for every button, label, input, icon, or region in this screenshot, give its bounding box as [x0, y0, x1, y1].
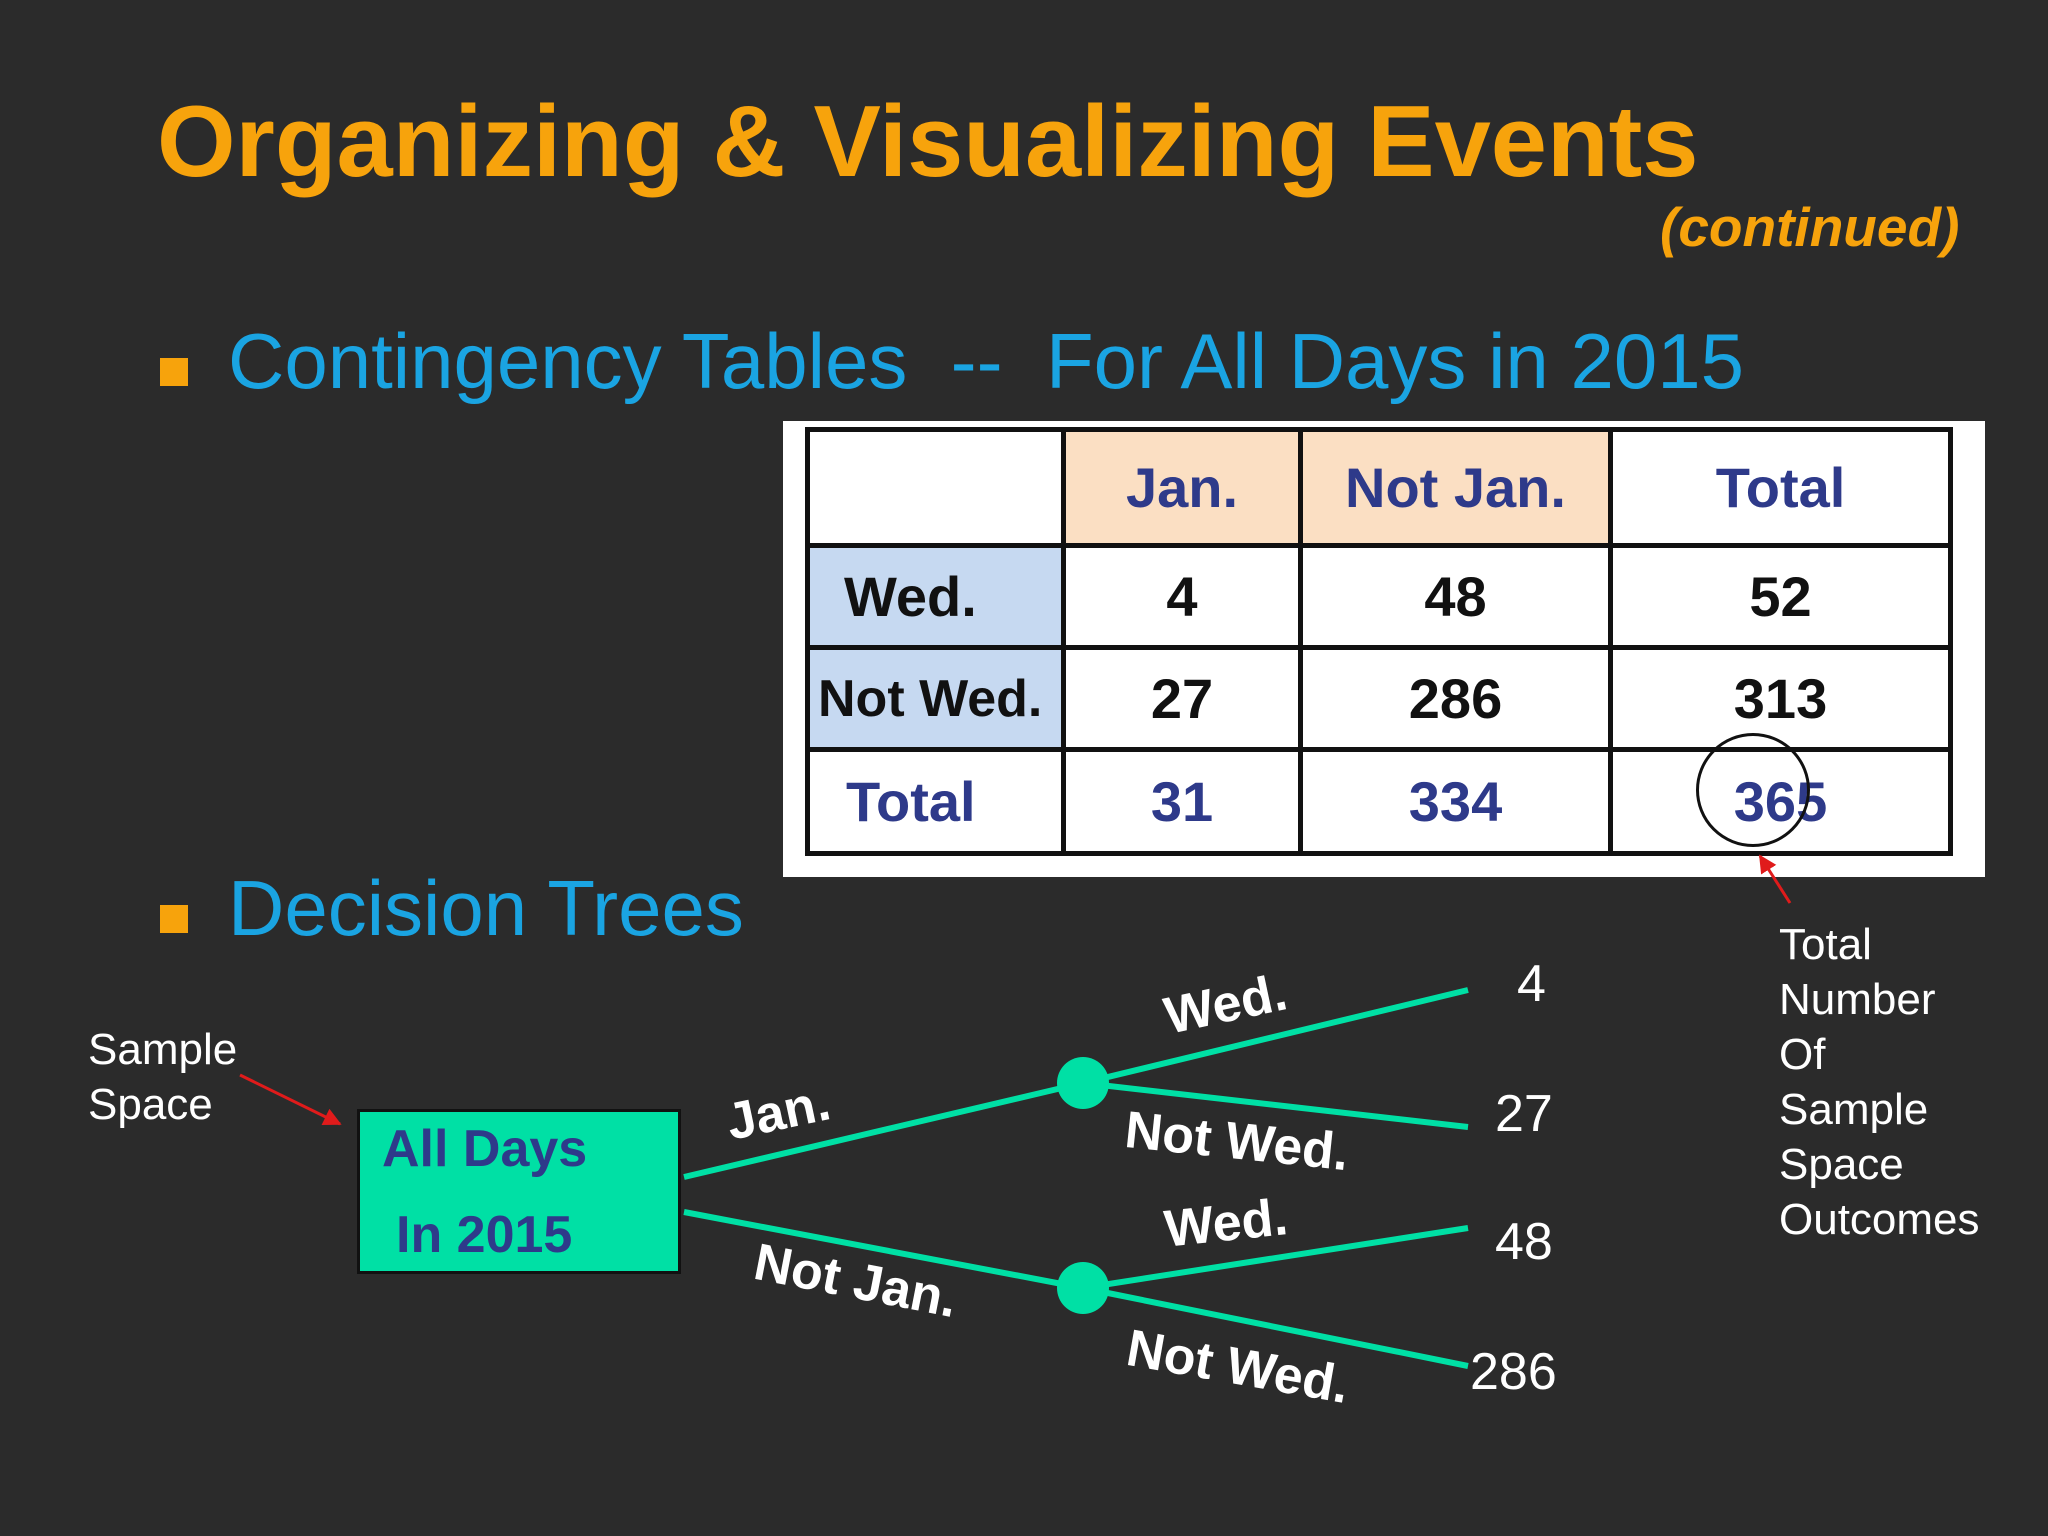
- leaf-value-notjan-wed: 48: [1495, 1213, 1553, 1271]
- tree-node-jan: [1057, 1057, 1109, 1109]
- cell-wed-not-jan: 48: [1298, 543, 1613, 650]
- bullet-decision-trees: Decision Trees: [228, 864, 744, 952]
- col-header-jan: Jan.: [1061, 427, 1303, 548]
- annotation-line: Sample: [1779, 1085, 1929, 1134]
- row-header-total: Total: [805, 747, 1066, 856]
- tree-node-not-jan: [1057, 1262, 1109, 1314]
- table-corner-cell: [805, 427, 1066, 548]
- slide-title: Organizing & Visualizing Events: [157, 86, 1699, 198]
- annotation-line: Space: [1779, 1140, 1904, 1189]
- tree-root-label-line1: All Days: [382, 1120, 588, 1178]
- annotation-line: Sample: [88, 1025, 238, 1074]
- branch-line-jan: [683, 1080, 1084, 1180]
- annotation-line: Total: [1779, 920, 1872, 969]
- cell-total-not-jan: 334: [1298, 747, 1613, 856]
- sample-space-arrow: [239, 1073, 342, 1126]
- row-header-not-wed: Not Wed.: [805, 645, 1066, 752]
- contingency-table: Jan. Not Jan. Total Wed. 4 48 52 Not Wed…: [805, 427, 1953, 856]
- branch-line-jan-not-wed: [1082, 1080, 1469, 1130]
- tree-root-box: All Days In 2015: [357, 1109, 681, 1274]
- cell-wed-jan: 4: [1061, 543, 1303, 650]
- annotation-line: Outcomes: [1779, 1195, 1980, 1244]
- total-outcomes-arrow: [1758, 854, 1792, 904]
- contingency-table-panel: Jan. Not Jan. Total Wed. 4 48 52 Not Wed…: [783, 421, 1985, 877]
- tree-root-label-line2: In 2015: [396, 1206, 573, 1264]
- cell-wed-total: 52: [1608, 543, 1953, 650]
- leaf-value-jan-not-wed: 27: [1495, 1085, 1553, 1143]
- cell-notwed-jan: 27: [1061, 645, 1303, 752]
- leaf-value-notjan-not-wed: 286: [1470, 1343, 1557, 1401]
- leaf-value-jan-wed: 4: [1517, 955, 1546, 1013]
- annotation-line: Space: [88, 1080, 213, 1129]
- highlight-circle: [1696, 733, 1810, 847]
- annotation-line: Number: [1779, 975, 1936, 1024]
- total-outcomes-annotation: Total Number Of Sample Space Outcomes: [1779, 917, 1980, 1247]
- branch-line-notjan-not-wed: [1082, 1285, 1469, 1369]
- branch-label-notjan-wed: Wed.: [1161, 1188, 1291, 1259]
- annotation-line: Of: [1779, 1030, 1826, 1079]
- branch-line-jan-wed: [1082, 987, 1469, 1086]
- col-header-total: Total: [1608, 427, 1953, 548]
- bullet-contingency-tables: Contingency Tables -- For All Days in 20…: [228, 317, 1744, 405]
- branch-line-notjan-wed: [1082, 1225, 1469, 1291]
- slide-subtitle: (continued): [1660, 196, 1960, 258]
- bullet-square-icon: [160, 358, 188, 386]
- sample-space-annotation: Sample Space: [88, 1022, 237, 1132]
- bullet-square-icon: [160, 905, 188, 933]
- col-header-not-jan: Not Jan.: [1298, 427, 1613, 548]
- branch-line-not-jan: [683, 1209, 1084, 1291]
- cell-total-jan: 31: [1061, 747, 1303, 856]
- row-header-wed: Wed.: [805, 543, 1066, 650]
- cell-notwed-not-jan: 286: [1298, 645, 1613, 752]
